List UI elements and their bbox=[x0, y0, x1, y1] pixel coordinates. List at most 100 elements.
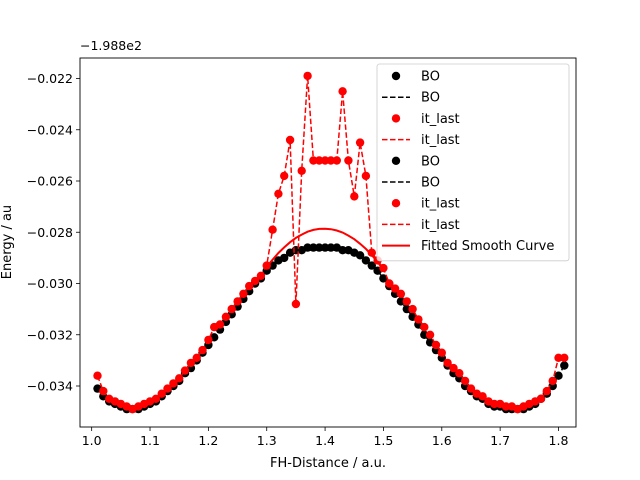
it-last-point bbox=[548, 376, 557, 386]
it-last-point bbox=[367, 248, 376, 257]
it-last-point bbox=[402, 297, 411, 306]
it-last-point bbox=[466, 384, 476, 393]
it-last-point bbox=[560, 353, 569, 362]
it-last-point bbox=[361, 171, 371, 181]
it-last-point bbox=[192, 353, 201, 362]
y-tick-label: −0.028 bbox=[27, 225, 73, 240]
y-tick-label: −0.032 bbox=[27, 327, 73, 342]
it-last-point bbox=[239, 289, 248, 298]
it-last-point bbox=[274, 189, 283, 198]
bo-point bbox=[402, 304, 411, 314]
y-offset-text: −1.988e2 bbox=[80, 38, 142, 53]
it-last-point bbox=[245, 281, 254, 291]
it-last-point bbox=[344, 156, 353, 165]
it-last-point bbox=[490, 399, 499, 409]
it-last-point bbox=[215, 320, 225, 329]
it-last-point bbox=[414, 315, 423, 324]
it-last-point bbox=[554, 353, 563, 362]
it-last-point bbox=[151, 394, 161, 403]
it-last-point bbox=[297, 166, 306, 175]
it-last-point bbox=[268, 225, 277, 234]
bo-point bbox=[367, 261, 376, 270]
fitted-smooth-curve-line bbox=[265, 227, 385, 271]
x-tick-label: 1.0 bbox=[82, 433, 102, 448]
bo-point bbox=[560, 361, 569, 370]
y-tick-label: −0.026 bbox=[27, 174, 73, 189]
x-tick-label: 1.6 bbox=[432, 433, 452, 448]
x-tick-label: 1.7 bbox=[490, 433, 510, 448]
legend-entry-it-last-dashed-label: it_last bbox=[421, 218, 460, 233]
plot-area bbox=[93, 71, 569, 414]
it-last-point bbox=[303, 71, 312, 81]
it-last-point bbox=[460, 376, 470, 386]
it-last-point bbox=[315, 156, 324, 165]
legend-entry-it-last-marker-label: it_last bbox=[421, 112, 460, 127]
x-tick-label: 1.2 bbox=[198, 433, 218, 448]
bo-point bbox=[361, 256, 371, 265]
x-tick-label: 1.4 bbox=[315, 433, 335, 448]
it-last-point bbox=[227, 304, 236, 314]
it-last-point bbox=[332, 156, 341, 165]
legend-entry-it-last-marker-swatch bbox=[391, 114, 401, 123]
it-last-point bbox=[443, 358, 452, 368]
it-last-point bbox=[250, 276, 260, 286]
bo-point bbox=[355, 251, 365, 260]
it-last-point bbox=[338, 87, 347, 96]
y-tick-label: −0.022 bbox=[27, 71, 73, 86]
it-last-point bbox=[280, 171, 289, 181]
it-last-point bbox=[198, 345, 207, 355]
it-last-point bbox=[291, 299, 301, 309]
it-last-point bbox=[455, 369, 464, 378]
it-last-point bbox=[390, 284, 400, 293]
it-last-point bbox=[99, 386, 108, 396]
it-last-point bbox=[408, 304, 417, 314]
bo-point bbox=[320, 243, 330, 252]
x-tick-label: 1.8 bbox=[549, 433, 569, 448]
it-last-point bbox=[221, 312, 231, 321]
legend-box bbox=[376, 63, 570, 262]
it-last-point bbox=[326, 156, 336, 165]
it-last-point bbox=[355, 138, 365, 147]
legend: BO BO it_last it_last BO BO it_last it_last Fitt… bbox=[376, 63, 570, 262]
it-last-point bbox=[309, 156, 318, 165]
y-axis-label: Energy / au bbox=[0, 205, 15, 279]
bo-point bbox=[315, 243, 324, 252]
legend-entry-bo-dashed-label: BO bbox=[421, 176, 440, 191]
y-axis: −0.034 −0.032 −0.030 −0.028 −0.026 −0.024 −0.0… bbox=[27, 71, 80, 394]
bo-point bbox=[396, 297, 406, 306]
it-last-point bbox=[449, 363, 458, 373]
it-last-point bbox=[350, 192, 359, 201]
x-axis-label: FH-Distance / a.u. bbox=[270, 456, 386, 471]
legend-entry-it-last-dashed-label: it_last bbox=[421, 133, 460, 148]
bo-point bbox=[303, 243, 312, 252]
it-last-point bbox=[320, 156, 330, 165]
bo-point bbox=[420, 330, 429, 339]
it-last-point bbox=[204, 335, 213, 345]
bo-point bbox=[554, 371, 563, 380]
bo-point bbox=[309, 243, 318, 252]
it-last-point bbox=[437, 348, 446, 357]
it-last-point bbox=[180, 366, 190, 375]
it-last-point bbox=[175, 374, 184, 383]
legend-entry-bo-marker-label: BO bbox=[421, 154, 440, 169]
it-last-point bbox=[169, 379, 178, 388]
x-tick-label: 1.5 bbox=[373, 433, 393, 448]
legend-entry-bo-marker-swatch bbox=[391, 156, 401, 165]
legend-entry-bo-marker-label: BO bbox=[421, 70, 440, 85]
it-last-point bbox=[385, 279, 394, 288]
bo-point bbox=[338, 246, 347, 255]
x-axis: 1.0 1.1 1.2 1.3 1.4 1.5 1.6 1.7 1.8 bbox=[82, 427, 569, 448]
it-last-point bbox=[542, 386, 551, 396]
y-tick-label: −0.024 bbox=[27, 122, 73, 137]
it-last-point bbox=[157, 389, 166, 398]
it-last-point bbox=[233, 297, 242, 306]
y-tick-label: −0.034 bbox=[27, 379, 73, 394]
it-last-point bbox=[536, 394, 546, 403]
legend-entry-bo-marker-swatch bbox=[391, 71, 401, 81]
it-last-point bbox=[431, 340, 441, 350]
legend-entry-it-last-marker-label: it_last bbox=[421, 197, 460, 212]
bo-point bbox=[379, 274, 388, 283]
it-last-point bbox=[478, 392, 487, 401]
it-last-point bbox=[186, 358, 196, 368]
